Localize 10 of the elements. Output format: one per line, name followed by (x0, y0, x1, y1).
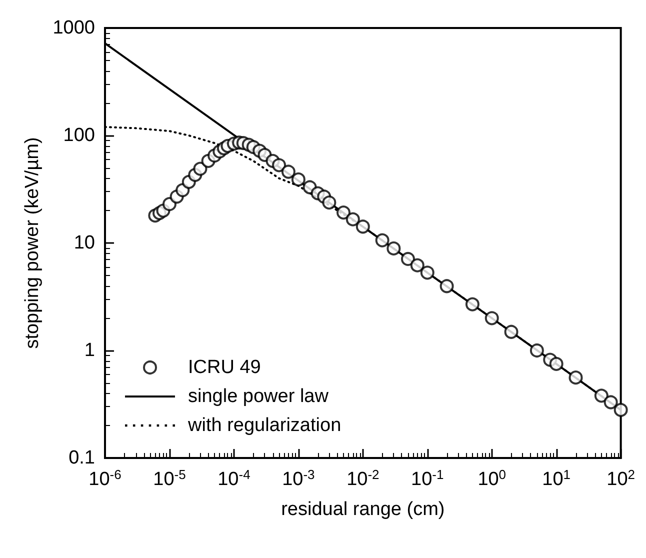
legend-label: single power law (188, 386, 329, 407)
y-tick-label: 100 (63, 125, 95, 146)
y-tick-label: 1 (84, 340, 95, 361)
y-axis-title: stopping power (keV/µm) (22, 137, 43, 349)
y-tick-label: 1000 (52, 18, 95, 38)
x-axis-title: residual range (cm) (281, 499, 445, 520)
y-tick-label: 10 (74, 232, 95, 254)
y-tick-label: 0.1 (68, 448, 95, 468)
legend-label: with regularization (187, 415, 342, 436)
legend-label: ICRU 49 (188, 357, 261, 378)
